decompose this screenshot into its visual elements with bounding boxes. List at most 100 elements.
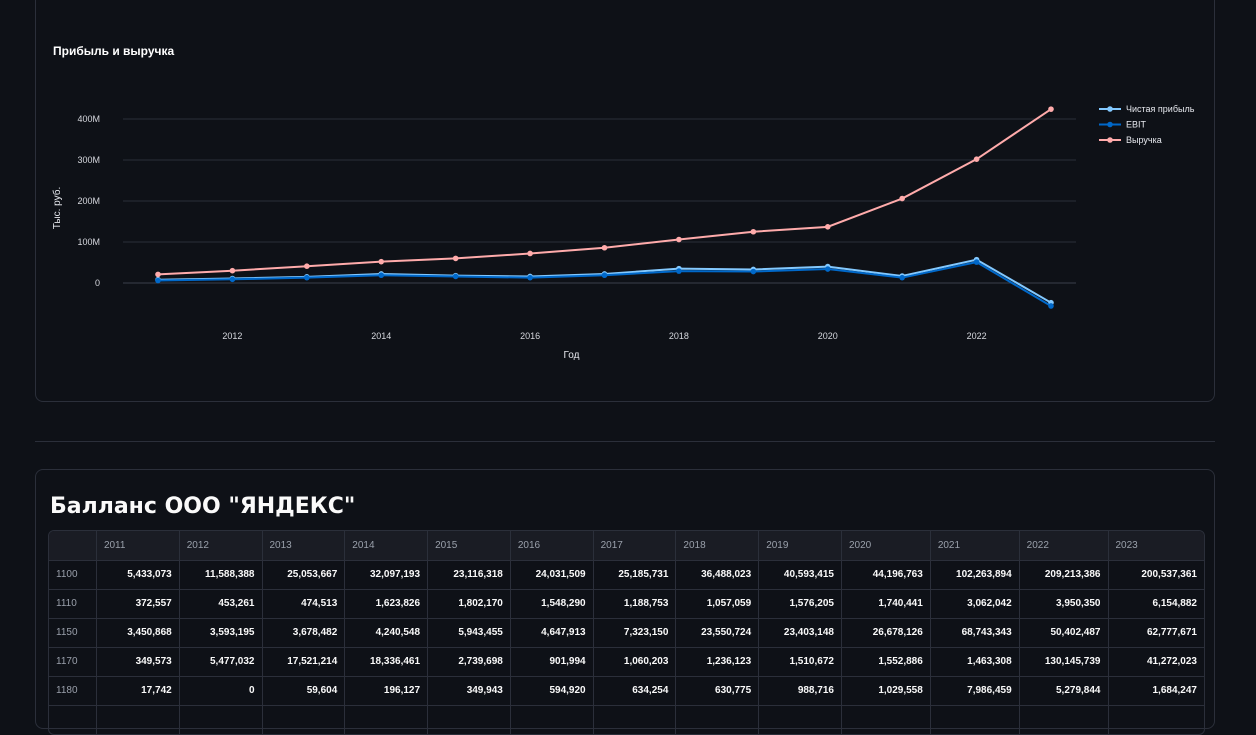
table-cell[interactable] [427, 705, 511, 734]
column-header[interactable]: 2018 [675, 531, 760, 561]
data-point[interactable] [1048, 303, 1054, 309]
table-cell[interactable]: 62,777,671 [1108, 618, 1204, 648]
table-cell[interactable] [179, 705, 263, 734]
data-point[interactable] [229, 267, 236, 274]
balance-table-wrapper[interactable]: 2011 2012 2013 2014 2015 2016 2017 2018 2019 2020… [48, 530, 1205, 735]
table-cell[interactable]: 1,060,203 [593, 647, 677, 677]
table-cell[interactable]: 23,403,148 [758, 618, 842, 648]
table-cell[interactable]: 474,513 [262, 589, 346, 619]
table-cell[interactable] [758, 705, 842, 734]
table-cell[interactable]: 41,272,023 [1108, 647, 1204, 677]
table-cell[interactable]: 901,994 [510, 647, 594, 677]
table-cell[interactable]: 453,261 [179, 589, 263, 619]
table-cell[interactable]: 2,739,698 [427, 647, 511, 677]
table-cell[interactable]: 349,943 [427, 676, 511, 706]
column-header[interactable]: 2023 [1108, 531, 1204, 561]
column-header[interactable]: 2013 [262, 531, 346, 561]
legend-item[interactable]: EBIT [1099, 120, 1147, 130]
row-index-cell[interactable] [49, 705, 97, 734]
table-cell[interactable]: 59,604 [262, 676, 346, 706]
table-cell[interactable] [344, 705, 429, 734]
data-point[interactable] [973, 259, 980, 265]
table-cell[interactable]: 4,240,548 [344, 618, 429, 648]
series-line[interactable] [157, 258, 1052, 304]
table-cell[interactable]: 1,548,290 [510, 589, 594, 619]
table-cell[interactable]: 36,488,023 [675, 560, 760, 590]
legend-item[interactable]: Выручка [1099, 135, 1162, 145]
table-cell[interactable]: 3,950,350 [1019, 589, 1109, 619]
table-cell[interactable]: 1,236,123 [675, 647, 760, 677]
column-header[interactable]: 2015 [427, 531, 511, 561]
table-cell[interactable]: 25,185,731 [593, 560, 677, 590]
data-point[interactable] [527, 250, 533, 257]
balance-table[interactable]: 2011 2012 2013 2014 2015 2016 2017 2018 2019 2020… [49, 531, 1204, 734]
column-header[interactable]: 2012 [179, 531, 263, 561]
table-cell[interactable]: 1,057,059 [675, 589, 760, 619]
data-point[interactable] [824, 224, 831, 230]
data-point[interactable] [750, 228, 757, 235]
data-point[interactable] [676, 236, 682, 243]
table-cell[interactable] [1019, 705, 1109, 734]
table-cell[interactable]: 3,450,868 [96, 618, 180, 648]
data-point[interactable] [601, 244, 608, 251]
table-cell[interactable] [930, 705, 1020, 734]
data-point[interactable] [452, 255, 459, 262]
row-index-cell[interactable]: 1150 [49, 618, 97, 648]
table-cell[interactable]: 1,623,826 [344, 589, 429, 619]
table-cell[interactable]: 1,740,441 [841, 589, 931, 619]
table-cell[interactable]: 594,920 [510, 676, 594, 706]
table-cell[interactable]: 5,279,844 [1019, 676, 1109, 706]
table-cell[interactable]: 1,029,558 [841, 676, 931, 706]
table-cell[interactable]: 1,510,672 [758, 647, 842, 677]
table-cell[interactable]: 1,802,170 [427, 589, 511, 619]
table-cell[interactable] [841, 705, 931, 734]
table-cell[interactable]: 32,097,193 [344, 560, 429, 590]
data-point[interactable] [1048, 106, 1054, 112]
table-cell[interactable]: 1,684,247 [1108, 676, 1204, 706]
table-row[interactable]: 1180 17,742 0 59,604 196,127 349,943 594,920 63… [49, 676, 1204, 706]
data-point[interactable] [452, 273, 459, 280]
table-cell[interactable]: 18,336,461 [344, 647, 429, 677]
column-header[interactable]: 2019 [758, 531, 842, 561]
table-cell[interactable] [96, 705, 180, 734]
data-point[interactable] [676, 268, 682, 274]
table-cell[interactable] [262, 705, 346, 734]
table-cell[interactable] [1108, 705, 1204, 734]
series-2[interactable] [155, 259, 1054, 309]
column-header[interactable]: 2022 [1019, 531, 1109, 561]
table-row[interactable] [49, 705, 1204, 734]
table-row[interactable]: 1110 372,557 453,261 474,513 1,623,826 1,802,… [49, 589, 1204, 619]
table-cell[interactable] [593, 705, 677, 734]
row-index-cell[interactable]: 1100 [49, 560, 97, 590]
table-cell[interactable]: 209,213,386 [1019, 560, 1109, 590]
data-point[interactable] [899, 195, 905, 202]
data-point[interactable] [378, 272, 385, 279]
table-cell[interactable]: 349,573 [96, 647, 180, 677]
table-cell[interactable]: 3,593,195 [179, 618, 263, 648]
table-cell[interactable]: 130,145,739 [1019, 647, 1109, 677]
data-point[interactable] [899, 274, 905, 281]
series-lines[interactable] [155, 106, 1054, 309]
table-cell[interactable]: 50,402,487 [1019, 618, 1109, 648]
table-row[interactable]: 1170 349,573 5,477,032 17,521,214 18,336,461… [49, 647, 1204, 677]
table-cell[interactable]: 7,323,150 [593, 618, 677, 648]
table-cell[interactable]: 25,053,667 [262, 560, 346, 590]
table-cell[interactable]: 0 [179, 676, 263, 706]
data-point[interactable] [601, 272, 608, 279]
legend-item[interactable]: Чистая прибыль [1099, 104, 1195, 114]
table-cell[interactable]: 1,552,886 [841, 647, 931, 677]
table-cell[interactable]: 5,477,032 [179, 647, 263, 677]
data-point[interactable] [750, 268, 757, 275]
index-header[interactable] [49, 531, 97, 561]
data-point[interactable] [378, 258, 385, 265]
table-cell[interactable]: 1,188,753 [593, 589, 677, 619]
column-header[interactable]: 2017 [593, 531, 677, 561]
column-header[interactable]: 2020 [841, 531, 931, 561]
table-cell[interactable]: 1,576,205 [758, 589, 842, 619]
table-row[interactable]: 1100 5,433,073 11,588,388 25,053,667 32,097,… [49, 560, 1204, 590]
table-row[interactable]: 1150 3,450,868 3,593,195 3,678,482 4,240,548… [49, 618, 1204, 648]
data-point[interactable] [973, 156, 980, 162]
table-cell[interactable]: 1,463,308 [930, 647, 1020, 677]
data-point[interactable] [304, 263, 310, 269]
